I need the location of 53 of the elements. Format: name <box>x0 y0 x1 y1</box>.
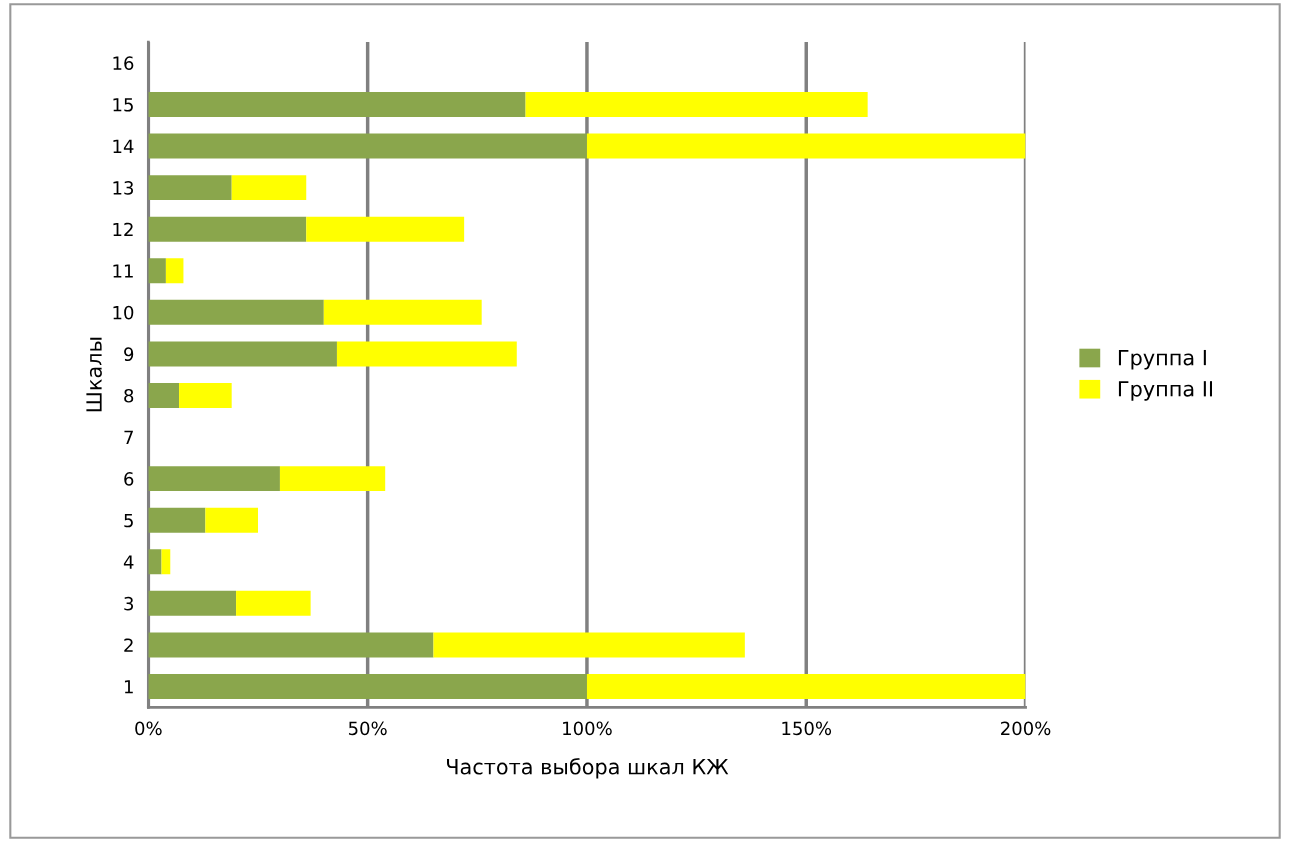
bar <box>148 341 337 367</box>
y-tick-label: 8 <box>124 388 134 403</box>
bar <box>586 133 1026 159</box>
bar <box>148 216 307 242</box>
x-axis-title: Частота выбора шкал КЖ <box>447 758 729 779</box>
y-tick-label: 4 <box>123 555 134 569</box>
bar <box>148 91 526 117</box>
y-tick-label: 7 <box>124 430 133 444</box>
bar <box>148 175 232 201</box>
y-tick-label: 6 <box>124 472 134 486</box>
bar <box>148 632 434 658</box>
bar <box>148 674 587 699</box>
bar <box>148 258 166 284</box>
bar <box>205 507 258 533</box>
x-tick-label: 150% <box>782 721 832 736</box>
bar <box>323 299 482 325</box>
bar <box>336 341 517 367</box>
y-tick-label: 15 <box>113 98 133 112</box>
x-tick-label: 200% <box>1001 721 1051 736</box>
bar <box>148 383 180 408</box>
y-tick-label: 13 <box>113 181 134 195</box>
bar <box>279 466 386 492</box>
y-tick-label: 2 <box>124 638 133 652</box>
x-tick-label: 0% <box>135 721 162 736</box>
bar <box>433 632 745 658</box>
legend-label: Группа II <box>1118 381 1213 401</box>
bar <box>161 549 171 575</box>
bar <box>148 466 280 492</box>
y-tick-label: 11 <box>113 264 133 278</box>
legend-label: Группа I <box>1118 349 1206 370</box>
bar <box>306 216 465 242</box>
bar <box>586 674 1026 699</box>
y-tick-label: 10 <box>113 305 134 320</box>
y-axis-title: Шкалы <box>86 337 102 412</box>
y-tick-label: 5 <box>124 513 133 528</box>
y-tick-label: 3 <box>124 596 134 611</box>
x-tick-label: 100% <box>563 721 612 736</box>
y-tick-label: 9 <box>124 347 134 362</box>
bar <box>148 549 162 575</box>
x-tick-label: 50% <box>348 721 387 736</box>
bar <box>148 590 237 616</box>
bar <box>165 258 184 284</box>
bar <box>148 133 587 159</box>
y-tick-label: 12 <box>113 222 133 237</box>
y-tick-label: 16 <box>113 56 134 70</box>
bar <box>179 383 232 408</box>
bar <box>148 299 324 325</box>
bar <box>236 590 311 616</box>
bar <box>148 507 206 533</box>
bar <box>525 91 868 117</box>
bar <box>231 175 307 201</box>
y-tick-label: 1 <box>124 680 133 694</box>
y-tick-label: 14 <box>113 139 134 153</box>
